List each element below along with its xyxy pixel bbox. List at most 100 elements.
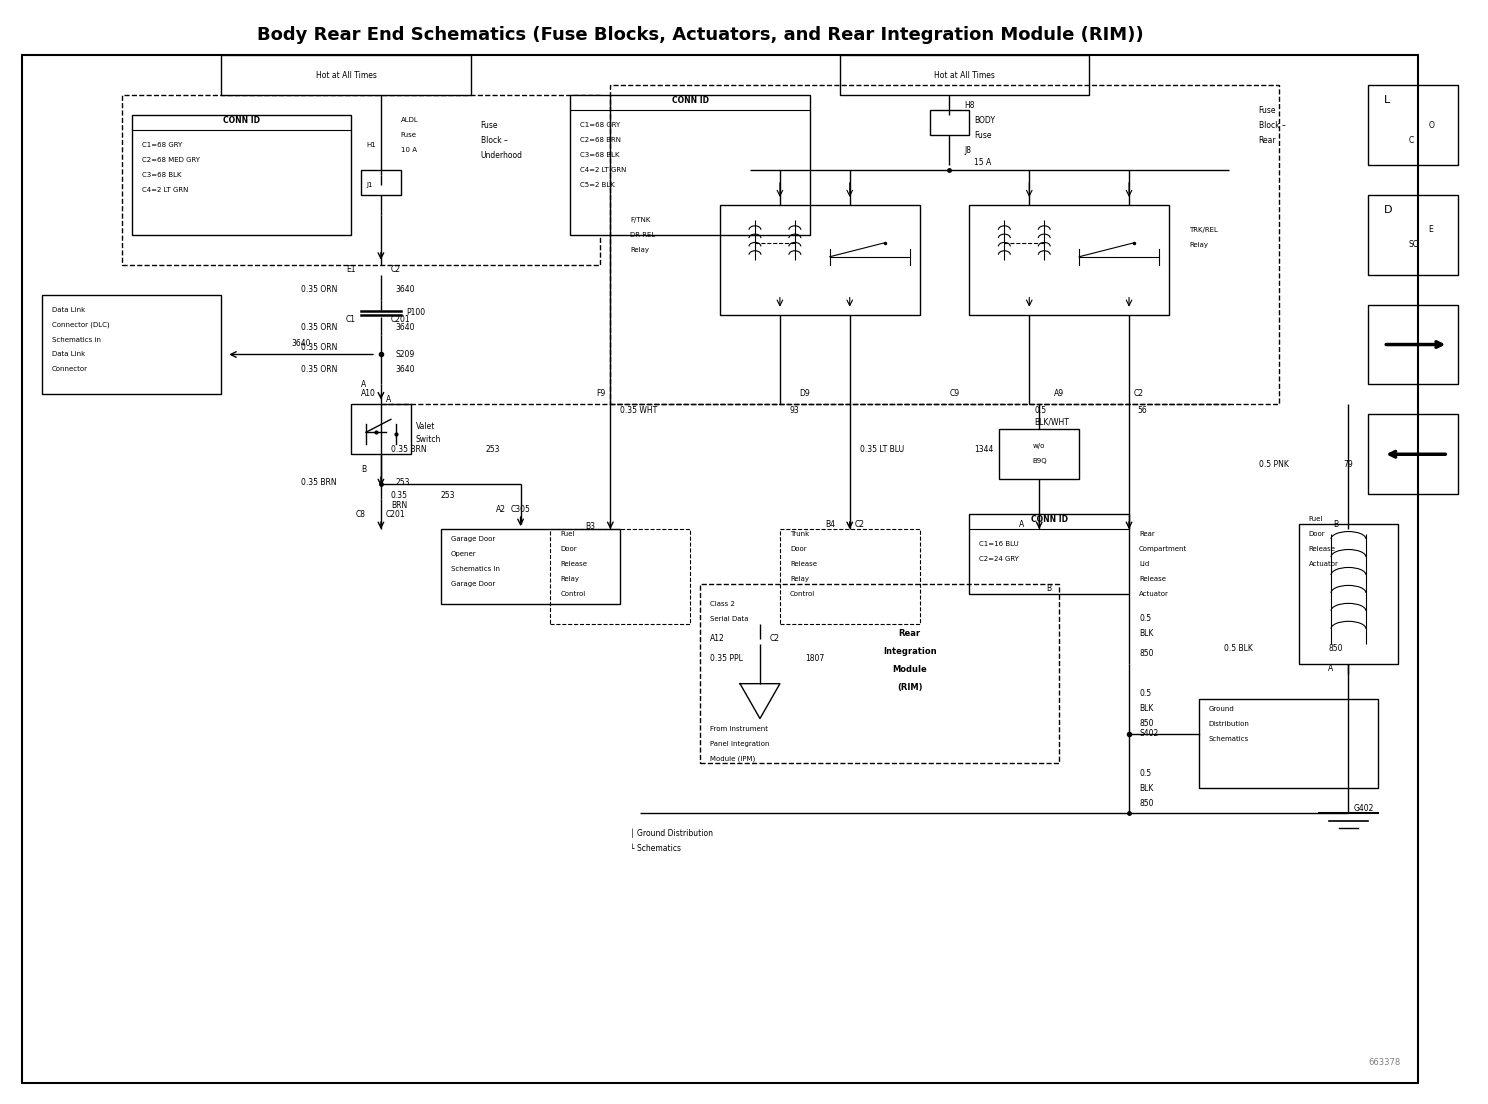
- Text: S209: S209: [396, 350, 415, 359]
- Text: C2: C2: [769, 635, 780, 644]
- Text: 1344: 1344: [975, 445, 994, 454]
- Text: H8: H8: [964, 100, 975, 109]
- Text: 3640: 3640: [292, 339, 311, 348]
- Text: S402: S402: [1138, 729, 1158, 739]
- Text: Relay: Relay: [631, 247, 649, 253]
- Text: B3: B3: [585, 521, 595, 531]
- Text: Hot at All Times: Hot at All Times: [315, 71, 376, 79]
- Text: SC: SC: [1408, 241, 1418, 250]
- Text: (RIM): (RIM): [897, 683, 923, 692]
- Text: Opener: Opener: [451, 551, 476, 558]
- Text: 663378: 663378: [1369, 1059, 1400, 1068]
- Text: C2: C2: [854, 520, 865, 529]
- Text: 0.35 ORN: 0.35 ORN: [301, 285, 338, 294]
- Text: F9: F9: [597, 390, 606, 399]
- Bar: [1369, 85, 1458, 164]
- Text: Underhood: Underhood: [481, 150, 522, 159]
- Text: C2=68 BRN: C2=68 BRN: [580, 137, 622, 144]
- Text: 79: 79: [1344, 459, 1353, 469]
- Text: 0.35: 0.35: [391, 491, 408, 500]
- Text: P100: P100: [406, 308, 426, 317]
- Text: C4=2 LT GRN: C4=2 LT GRN: [580, 167, 626, 173]
- Text: C5=2 BLK: C5=2 BLK: [580, 182, 615, 188]
- Bar: [780, 529, 920, 624]
- Text: A: A: [360, 380, 366, 389]
- Text: Release: Release: [1138, 576, 1167, 582]
- Text: Relay: Relay: [561, 576, 579, 582]
- Bar: [42, 295, 222, 394]
- Text: 0.5 BLK: 0.5 BLK: [1223, 645, 1253, 654]
- Text: ALDL: ALDL: [400, 117, 418, 123]
- Bar: [1299, 524, 1399, 664]
- Text: Valet: Valet: [415, 422, 434, 431]
- Text: Schematics: Schematics: [1208, 735, 1248, 742]
- Text: Ground: Ground: [1208, 705, 1235, 712]
- Bar: [720, 205, 920, 315]
- Text: Connector: Connector: [52, 367, 88, 372]
- Text: Connector (DLC): Connector (DLC): [52, 321, 110, 328]
- Text: DR REL: DR REL: [631, 232, 656, 237]
- Text: C3=68 BLK: C3=68 BLK: [580, 152, 620, 158]
- Text: F/TNK: F/TNK: [631, 216, 650, 223]
- Bar: [839, 55, 1089, 95]
- Text: B: B: [1046, 584, 1052, 594]
- Text: J1: J1: [366, 182, 372, 188]
- Text: C2=24 GRY: C2=24 GRY: [979, 556, 1019, 562]
- Text: Door: Door: [790, 546, 806, 552]
- Text: E: E: [1428, 225, 1433, 234]
- Text: 10 A: 10 A: [400, 147, 417, 153]
- Text: A10: A10: [362, 390, 376, 399]
- Bar: [351, 404, 411, 454]
- Text: Fuse: Fuse: [400, 132, 417, 138]
- Text: 0.35 LT BLU: 0.35 LT BLU: [860, 445, 903, 454]
- Text: D9: D9: [799, 390, 809, 399]
- Text: 15 A: 15 A: [975, 159, 991, 168]
- Text: Actuator: Actuator: [1138, 591, 1170, 597]
- Text: w/o: w/o: [1033, 444, 1046, 449]
- Text: Distribution: Distribution: [1208, 721, 1250, 726]
- Bar: [1199, 699, 1378, 788]
- Text: D: D: [1384, 205, 1391, 215]
- Text: A2: A2: [496, 505, 506, 513]
- Text: 3640: 3640: [396, 365, 415, 374]
- Text: Trunk: Trunk: [790, 531, 809, 537]
- Bar: [362, 170, 400, 195]
- Bar: [1369, 195, 1458, 275]
- Text: 0.35 ORN: 0.35 ORN: [301, 365, 338, 374]
- Text: BODY: BODY: [975, 116, 995, 125]
- Text: C2: C2: [1134, 390, 1144, 399]
- Text: Panel Integration: Panel Integration: [710, 741, 769, 746]
- Text: Release: Release: [1308, 546, 1336, 552]
- Text: H1: H1: [366, 142, 375, 148]
- Text: Integration: Integration: [882, 647, 936, 656]
- Text: Release: Release: [790, 561, 817, 567]
- Text: Door: Door: [561, 546, 577, 552]
- Text: 0.35 ORN: 0.35 ORN: [301, 343, 338, 352]
- Text: CONN ID: CONN ID: [1031, 514, 1068, 523]
- Text: C2: C2: [391, 265, 400, 274]
- Bar: [440, 529, 620, 604]
- Text: Block –: Block –: [481, 136, 507, 145]
- Text: Rear: Rear: [1259, 136, 1277, 145]
- Text: 253: 253: [440, 491, 455, 500]
- Text: TRK/REL: TRK/REL: [1189, 226, 1217, 233]
- Text: Fuel: Fuel: [1308, 516, 1323, 522]
- Text: C3=68 BLK: C3=68 BLK: [141, 172, 182, 178]
- Text: 3640: 3640: [396, 285, 415, 294]
- Text: BLK: BLK: [1138, 704, 1153, 713]
- Text: C1: C1: [347, 315, 356, 325]
- Text: 0.35 BRN: 0.35 BRN: [391, 445, 427, 454]
- Text: Body Rear End Schematics (Fuse Blocks, Actuators, and Rear Integration Module (R: Body Rear End Schematics (Fuse Blocks, A…: [257, 26, 1143, 44]
- Text: C2=68 MED GRY: C2=68 MED GRY: [141, 157, 199, 163]
- Text: Lid: Lid: [1138, 561, 1149, 567]
- Bar: [1000, 429, 1079, 479]
- Text: CONN ID: CONN ID: [671, 96, 708, 105]
- Text: C8: C8: [356, 510, 366, 519]
- Bar: [969, 205, 1170, 315]
- Text: BLK: BLK: [1138, 629, 1153, 638]
- Text: 0.5: 0.5: [1138, 769, 1152, 778]
- Text: 850: 850: [1329, 645, 1344, 654]
- Text: Schematics In: Schematics In: [451, 566, 500, 572]
- Bar: [131, 115, 351, 235]
- Text: Release: Release: [561, 561, 588, 567]
